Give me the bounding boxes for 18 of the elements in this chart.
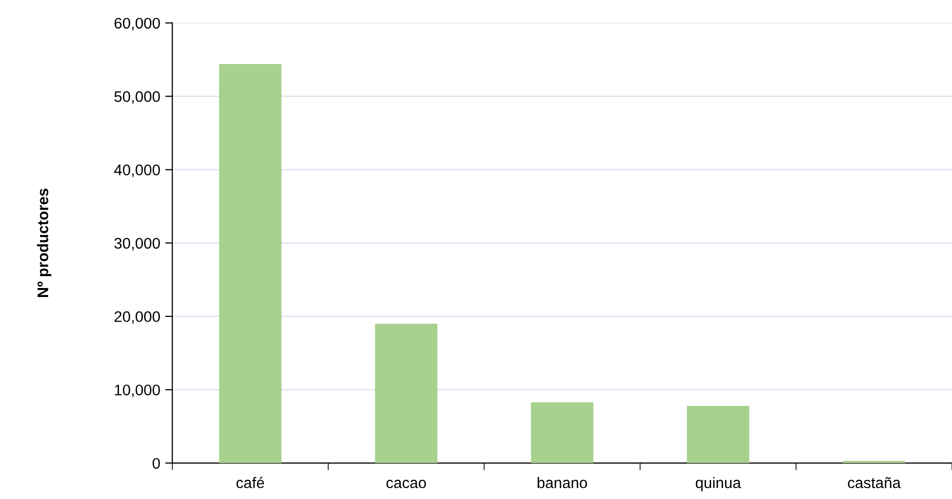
- x-tick-label: castaña: [848, 477, 901, 488]
- y-tick-label: 0: [152, 458, 160, 469]
- y-tick-label: 30,000: [114, 238, 160, 251]
- x-tick-label: cacao: [386, 480, 426, 488]
- y-tick-label: 40,000: [114, 164, 160, 178]
- bar: [842, 460, 906, 464]
- x-tick-label: quinua: [696, 476, 742, 492]
- y-tick-label: 20,000: [114, 311, 160, 324]
- bar: [530, 402, 594, 464]
- x-tick-label: café: [236, 476, 264, 488]
- y-tick-label: 10,000: [114, 384, 160, 398]
- bar: [686, 406, 750, 464]
- y-tick-label: 50,000: [114, 91, 160, 104]
- y-tick-label: 60,000: [114, 18, 160, 30]
- bar: [219, 64, 282, 464]
- x-tick-label: banano: [538, 476, 588, 488]
- y-axis-title: Nº productores: [37, 188, 52, 297]
- bar: [375, 324, 438, 464]
